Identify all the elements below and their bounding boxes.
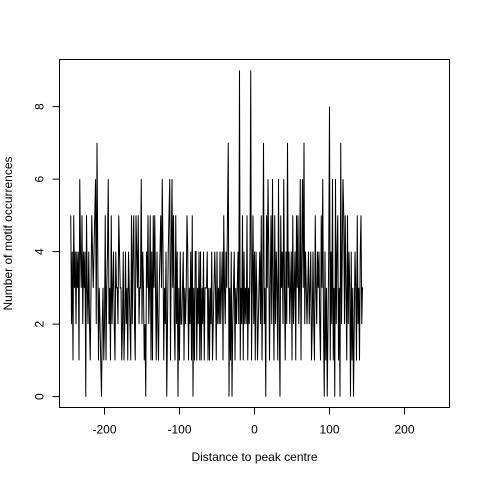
y-tick-label: 6 [33,175,47,182]
x-tick-label: -200 [92,423,116,437]
x-tick-label: -100 [167,423,191,437]
y-tick-label: 0 [33,393,47,400]
plot-frame [59,59,450,408]
y-axis: 0 2 4 6 8 [33,103,60,400]
y-tick-label: 4 [33,248,47,255]
x-tick-label: 200 [394,423,414,437]
y-tick-label: 2 [33,320,47,327]
x-tick-label: 0 [251,423,258,437]
x-axis: -200 -100 0 100 200 [92,407,415,437]
x-tick-label: 100 [319,423,339,437]
x-axis-title: Distance to peak centre [191,450,317,464]
y-tick-label: 8 [33,103,47,110]
y-axis-title: Number of motif occurrences [1,156,15,310]
series-line [70,70,364,397]
